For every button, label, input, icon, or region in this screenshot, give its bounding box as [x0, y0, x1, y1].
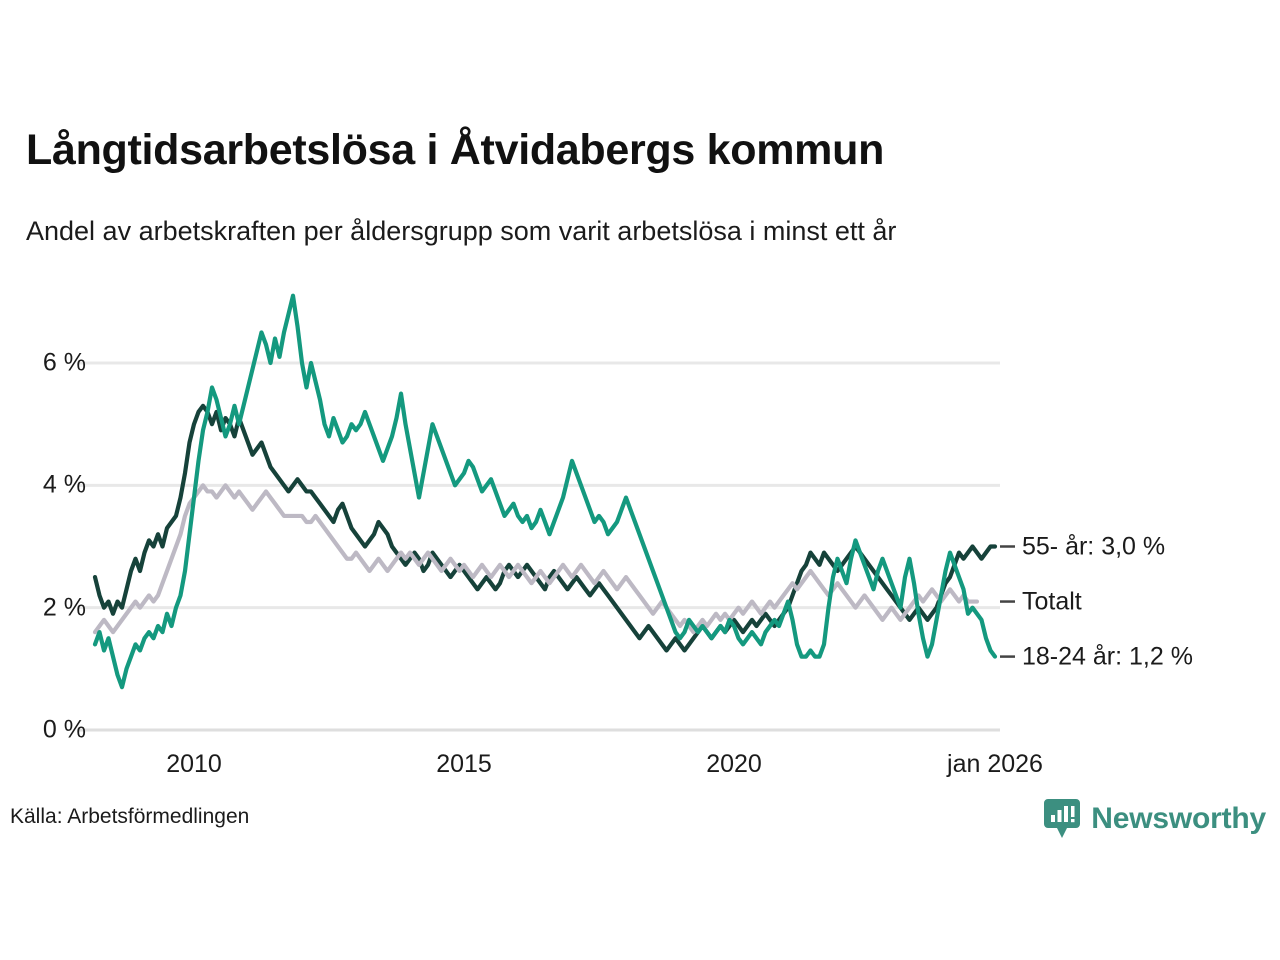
series-label-2: 18-24 år: 1,2 %: [1022, 642, 1193, 671]
page-title: Långtidsarbetslösa i Åtvidabergs kommun: [26, 126, 885, 174]
x-axis-tick-label: 2015: [436, 750, 492, 778]
x-axis-tick-label: 2020: [706, 750, 762, 778]
y-axis-tick-label: 6 %: [42, 348, 86, 377]
x-axis-tick-label: 2010: [166, 750, 222, 778]
series-line-0: [92, 403, 998, 653]
y-axis-tick-label: 2 %: [42, 593, 86, 622]
source-note: Källa: Arbetsförmedlingen: [10, 805, 250, 828]
y-axis-tick-label: 4 %: [42, 470, 86, 499]
brand-logo: Newsworthy: [1043, 798, 1266, 840]
series-label-1: Totalt: [1022, 587, 1082, 616]
y-axis-tick-label: 0 %: [42, 715, 86, 744]
newsworthy-bars-bubble-icon: [1044, 799, 1081, 838]
series-line-2: [92, 293, 998, 690]
brand-name: Newsworthy: [1091, 802, 1266, 835]
x-axis-tick-label: jan 2026: [947, 750, 1043, 778]
page-subtitle: Andel av arbetskraften per åldersgrupp s…: [26, 216, 897, 246]
series-label-0: 55- år: 3,0 %: [1022, 532, 1166, 560]
